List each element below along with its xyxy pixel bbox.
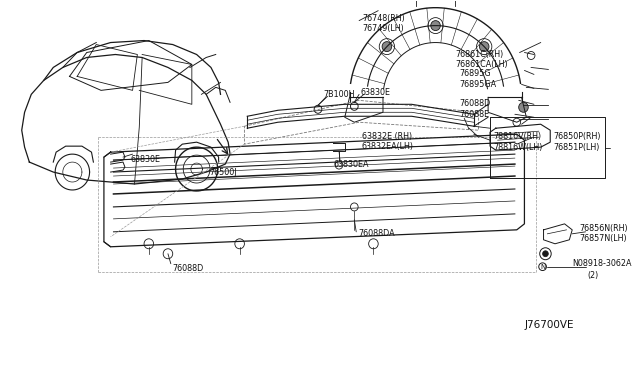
Circle shape [479, 42, 489, 52]
Text: 76748(RH): 76748(RH) [362, 14, 404, 23]
Text: 63832EA(LH): 63832EA(LH) [362, 142, 414, 151]
Text: 76088E: 76088E [460, 110, 490, 119]
Text: 76895GA: 76895GA [460, 80, 497, 89]
Circle shape [382, 42, 392, 52]
Text: 76857N(LH): 76857N(LH) [579, 234, 627, 243]
Text: N: N [540, 264, 545, 270]
Text: 7B100H: 7B100H [324, 90, 355, 99]
Text: 76861CA(LH): 76861CA(LH) [456, 60, 508, 69]
Text: 76749(LH): 76749(LH) [362, 24, 404, 33]
Circle shape [431, 20, 440, 31]
Text: 78816V(RH): 78816V(RH) [494, 132, 542, 141]
Text: 76856N(RH): 76856N(RH) [579, 224, 628, 233]
Text: 76088D: 76088D [460, 99, 491, 108]
Text: (2): (2) [588, 271, 599, 280]
Circle shape [518, 102, 528, 112]
Text: 63830E: 63830E [360, 88, 390, 97]
Text: 76088DA: 76088DA [358, 229, 395, 238]
Text: 63832E (RH): 63832E (RH) [362, 132, 412, 141]
Text: J76700VE: J76700VE [524, 320, 574, 330]
Text: 76851P(LH): 76851P(LH) [553, 142, 600, 152]
Text: 76088D: 76088D [173, 264, 204, 273]
Text: 76861C(RH): 76861C(RH) [456, 50, 504, 59]
Text: N08918-3062A: N08918-3062A [572, 259, 632, 268]
Text: 63830EA: 63830EA [333, 160, 369, 169]
Text: 78816W(LH): 78816W(LH) [494, 142, 543, 152]
Circle shape [543, 251, 548, 257]
Text: 76500J: 76500J [209, 167, 237, 177]
Text: 76850P(RH): 76850P(RH) [553, 132, 600, 141]
Text: 63830E: 63830E [131, 155, 161, 164]
Text: 76895G: 76895G [460, 69, 491, 78]
